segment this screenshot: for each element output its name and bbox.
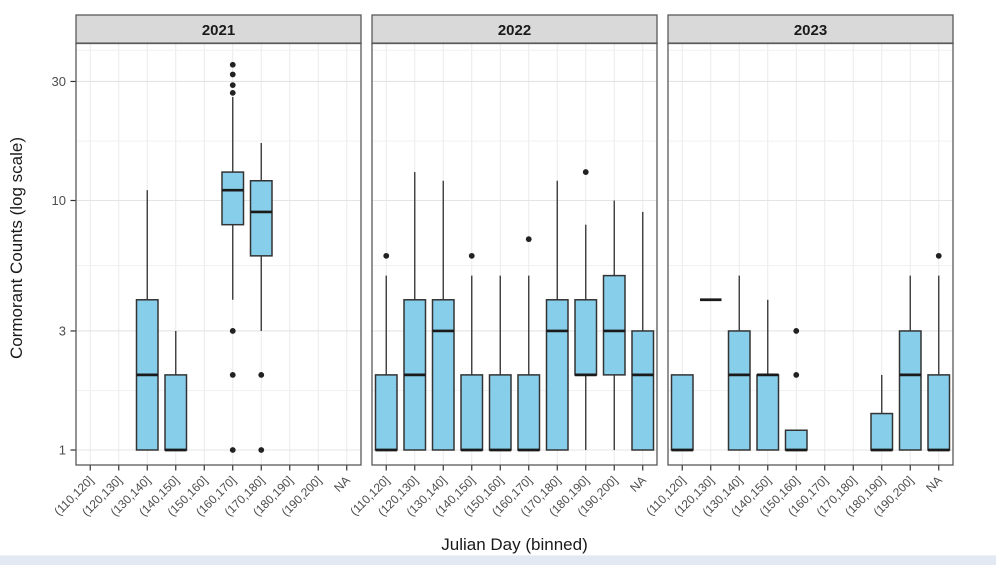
outlier-point [468, 252, 475, 259]
box-iqr [374, 374, 398, 451]
boxplot [403, 172, 427, 451]
box-iqr [164, 374, 188, 451]
boxplot [221, 61, 245, 453]
outlier-point [258, 371, 265, 378]
outlier-point [229, 82, 236, 89]
box-iqr [221, 171, 245, 226]
outlier-point [935, 252, 942, 259]
y-tick-label: 10 [52, 193, 66, 208]
outlier-point [258, 447, 265, 453]
outlier-point [582, 169, 589, 175]
y-tick-label: 1 [59, 443, 66, 458]
facet-strip [371, 14, 658, 45]
outlier-point [229, 447, 236, 453]
box-iqr [756, 374, 780, 451]
boxplot [460, 252, 484, 452]
boxplot [545, 180, 569, 451]
facet-strip [667, 14, 954, 45]
facet-label: 2021 [202, 22, 235, 39]
boxplot [670, 374, 694, 452]
panel-border [371, 42, 658, 466]
y-axis-title: Cormorant Counts (log scale) [7, 136, 26, 360]
boxplot [164, 330, 188, 452]
outlier-point [229, 71, 236, 78]
box-iqr [431, 299, 455, 451]
boxplot [488, 275, 512, 452]
box-iqr [545, 299, 569, 451]
panel-border [75, 42, 362, 466]
box-iqr [927, 374, 951, 451]
outlier-point [229, 371, 236, 378]
outlier-point [229, 328, 236, 334]
box-iqr [574, 299, 598, 376]
panel-background [76, 43, 361, 465]
boxplot [727, 275, 751, 451]
boxplot [135, 190, 159, 451]
y-tick-label: 30 [52, 74, 66, 89]
boxplot [870, 374, 894, 452]
box-iqr [631, 330, 655, 451]
box-iqr [602, 274, 626, 376]
outlier-point [229, 89, 236, 96]
boxplot [431, 180, 455, 451]
window-footer-bar [0, 555, 996, 565]
boxplot [602, 200, 626, 450]
outlier-point [525, 236, 532, 243]
boxplot [517, 236, 541, 452]
box-iqr [898, 330, 922, 451]
boxplot [249, 143, 273, 453]
boxplot [574, 169, 598, 450]
x-tick-label: NA [627, 473, 649, 495]
box-iqr [249, 179, 273, 257]
facet-strip [75, 14, 362, 45]
boxplot [927, 252, 951, 452]
boxplot [784, 328, 808, 452]
boxplot [898, 275, 922, 451]
x-tick-label: NA [923, 473, 945, 495]
facet-label: 2023 [794, 22, 827, 39]
outlier-point [383, 252, 390, 259]
x-axis-title: Julian Day (binned) [441, 535, 588, 554]
outlier-point [793, 328, 800, 334]
x-tick-label: NA [331, 473, 353, 495]
facet-label: 2022 [498, 22, 531, 39]
boxplot [631, 211, 655, 451]
box-iqr [670, 374, 694, 451]
box-iqr [488, 374, 512, 451]
y-tick-label: 3 [59, 323, 66, 338]
panel-border [667, 42, 954, 466]
boxplot [374, 252, 398, 452]
boxplot [756, 299, 780, 451]
box-iqr [460, 374, 484, 451]
box-iqr [784, 429, 808, 451]
box-iqr [870, 412, 894, 451]
box-iqr [727, 330, 751, 451]
outlier-point [229, 61, 236, 68]
box-iqr [517, 374, 541, 451]
outlier-point [793, 371, 800, 378]
